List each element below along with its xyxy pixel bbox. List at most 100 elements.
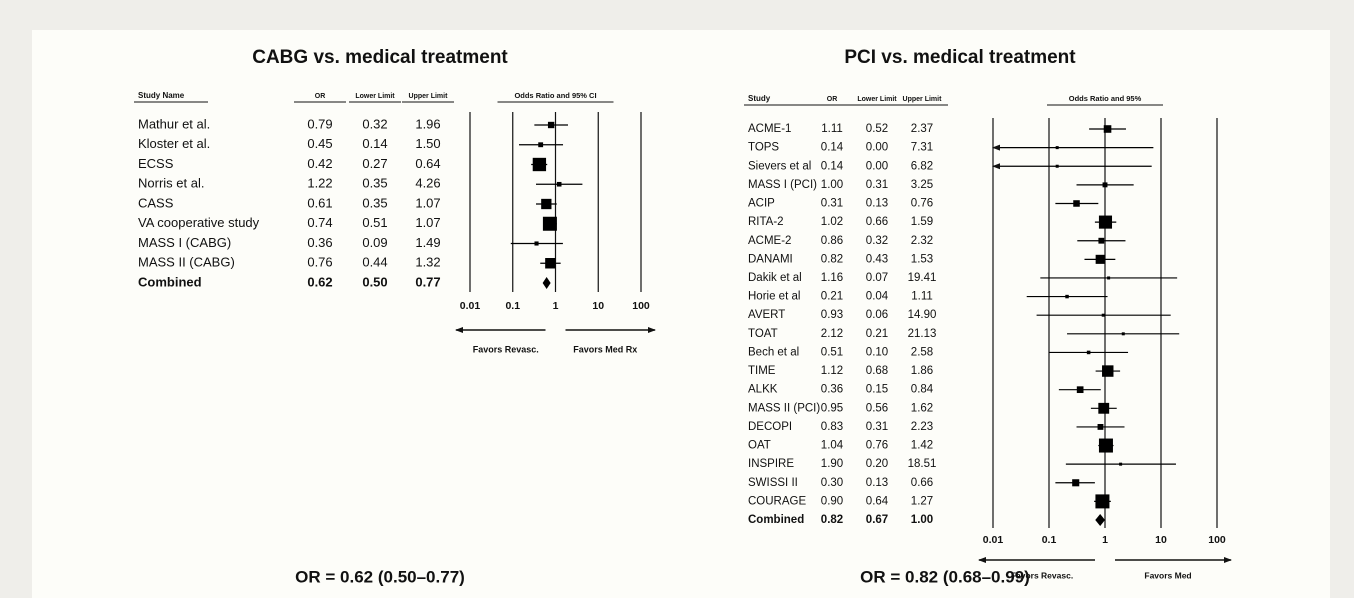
study-name: COURAGE <box>748 495 806 507</box>
or-marker <box>1098 237 1105 244</box>
chart-title: PCI vs. medical treatment <box>844 47 1076 68</box>
table-value: 3.25 <box>911 179 933 191</box>
table-value: 0.79 <box>307 116 332 131</box>
table-value: 0.21 <box>821 291 843 303</box>
study-name: Kloster et al. <box>138 136 210 151</box>
or-marker <box>534 241 539 246</box>
table-value: 0.32 <box>362 116 387 131</box>
table-value: 1.00 <box>821 179 843 191</box>
table-value: 0.30 <box>821 477 843 489</box>
plot-header: Odds Ratio and 95% <box>1069 94 1142 103</box>
study-name: Horie et al <box>748 291 800 303</box>
table-value: 0.66 <box>911 477 933 489</box>
table-value: 6.82 <box>911 160 933 172</box>
table-value: 1.50 <box>415 136 440 151</box>
table-value: 1.07 <box>415 195 440 210</box>
study-name: CASS <box>138 195 174 210</box>
study-name: ACME-1 <box>748 123 791 135</box>
table-value: 19.41 <box>908 272 937 284</box>
table-value: 1.90 <box>821 458 843 470</box>
study-name: ECSS <box>138 156 174 171</box>
or-marker <box>1098 402 1110 414</box>
or-marker <box>1076 386 1084 394</box>
study-name: SWISSI II <box>748 477 798 489</box>
table-value: 0.62 <box>307 274 332 289</box>
or-marker <box>556 181 562 187</box>
table-value: 1.12 <box>821 365 843 377</box>
table-value: 0.76 <box>911 198 933 210</box>
or-marker <box>1095 254 1105 264</box>
study-name: TOAT <box>748 328 778 340</box>
table-value: 0.09 <box>362 235 387 250</box>
table-value: 0.64 <box>866 495 889 507</box>
table-value: 1.59 <box>911 216 933 228</box>
or-marker <box>1097 424 1104 430</box>
table-value: 0.76 <box>307 255 332 270</box>
table-value: 1.42 <box>911 440 933 452</box>
table-value: 0.14 <box>821 160 844 172</box>
study-name: Combined <box>748 514 804 526</box>
or-marker <box>1107 276 1111 280</box>
column-header: Study <box>748 94 771 103</box>
study-name: DANAMI <box>748 253 793 265</box>
or-marker <box>541 198 552 210</box>
study-name: VA cooperative study <box>138 215 260 230</box>
table-value: 0.06 <box>866 309 888 321</box>
table-value: 0.13 <box>866 477 888 489</box>
table-value: 0.27 <box>362 156 387 171</box>
or-marker <box>547 121 555 129</box>
table-value: 1.07 <box>415 215 440 230</box>
study-name: ACME-2 <box>748 235 791 247</box>
table-value: 0.43 <box>866 253 888 265</box>
table-value: 0.64 <box>415 156 440 171</box>
table-value: 1.53 <box>911 253 933 265</box>
study-name: ACIP <box>748 198 775 210</box>
table-value: 0.44 <box>362 255 387 270</box>
table-value: 21.13 <box>908 328 937 340</box>
plot-header: Odds Ratio and 95% CI <box>514 91 596 100</box>
table-value: 0.74 <box>307 215 332 230</box>
study-name: Dakik et al <box>748 272 802 284</box>
x-tick-label: 100 <box>1208 534 1226 546</box>
column-header: OR <box>315 93 326 100</box>
table-value: 1.96 <box>415 116 440 131</box>
table-value: 1.02 <box>821 216 843 228</box>
study-name: Sievers et al <box>748 160 811 172</box>
x-tick-label: 0.1 <box>1042 534 1057 546</box>
table-value: 1.22 <box>307 176 332 191</box>
table-value: 0.56 <box>866 402 888 414</box>
table-value: 1.11 <box>821 123 843 135</box>
or-marker <box>1119 462 1123 466</box>
annotation: Favors Med <box>1144 570 1191 580</box>
table-value: 0.50 <box>362 274 387 289</box>
study-name: Combined <box>138 274 202 289</box>
summary-diamond <box>542 277 551 289</box>
study-name: AVERT <box>748 309 785 321</box>
table-value: 1.11 <box>911 291 933 303</box>
column-header: OR <box>827 96 838 103</box>
table-value: 0.51 <box>362 215 387 230</box>
table-value: 1.16 <box>821 272 843 284</box>
column-header: Lower Limit <box>355 93 395 100</box>
table-value: 0.13 <box>866 198 888 210</box>
study-name: INSPIRE <box>748 458 794 470</box>
table-value: 0.61 <box>307 195 332 210</box>
table-value: 1.27 <box>911 495 933 507</box>
table-value: 0.00 <box>866 142 888 154</box>
table-value: 1.00 <box>911 514 933 526</box>
table-value: 4.26 <box>415 176 440 191</box>
or-marker <box>1098 215 1113 229</box>
summary-diamond <box>1095 514 1105 527</box>
summary: OR = 0.62 (0.50–0.77) <box>295 567 465 586</box>
table-value: 0.82 <box>821 253 843 265</box>
annotation: Favors Med Rx <box>573 344 637 354</box>
table-value: 1.86 <box>911 365 933 377</box>
or-marker <box>542 216 557 231</box>
table-value: 0.07 <box>866 272 888 284</box>
table-value: 1.62 <box>911 402 933 414</box>
or-marker <box>1073 200 1080 207</box>
study-name: OAT <box>748 440 771 452</box>
table-value: 0.93 <box>821 309 843 321</box>
or-marker <box>1086 350 1091 355</box>
